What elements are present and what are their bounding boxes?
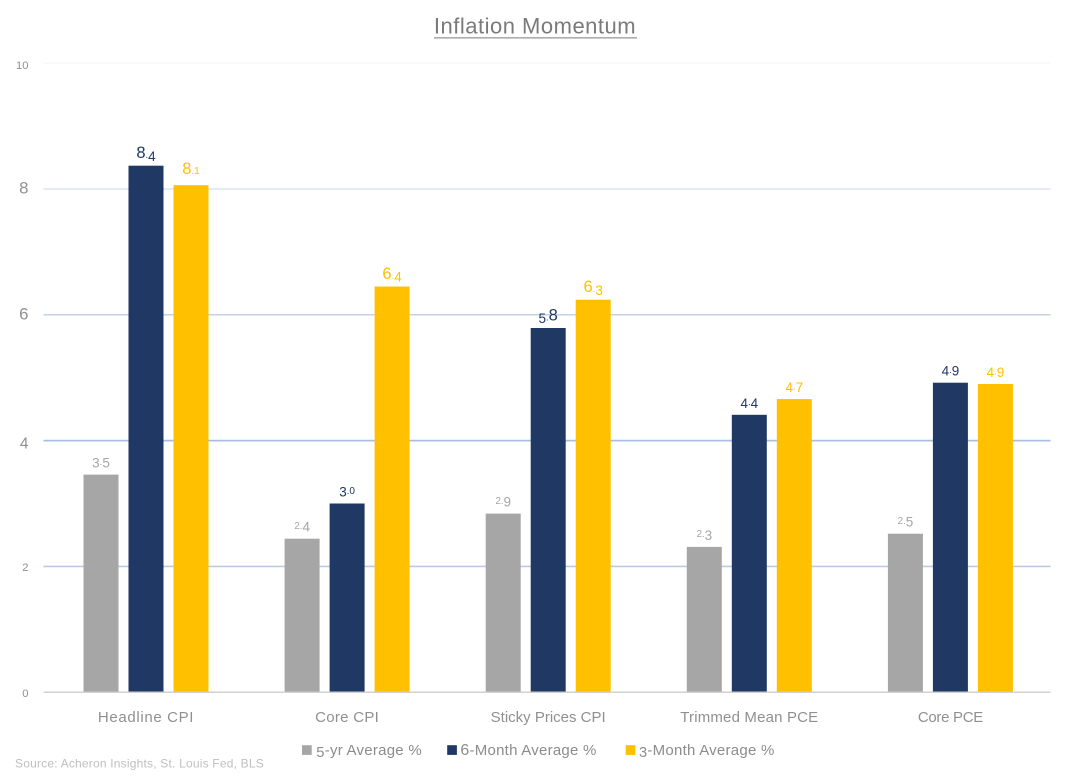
svg-text:8.1: 8.1 (182, 160, 200, 178)
svg-text:4.9: 4.9 (942, 364, 960, 379)
svg-text:3.0: 3.0 (339, 485, 355, 500)
svg-text:6.4: 6.4 (382, 265, 402, 285)
svg-text:5.8: 5.8 (539, 307, 558, 327)
svg-text:Headline CPI: Headline CPI (98, 709, 194, 726)
svg-text:5-yr Average %: 5-yr Average % (316, 742, 422, 761)
svg-text:Core CPI: Core CPI (315, 709, 379, 726)
svg-text:10: 10 (16, 60, 28, 72)
svg-text:2.9: 2.9 (495, 495, 511, 510)
svg-text:Core PCE: Core PCE (918, 709, 983, 726)
svg-text:2: 2 (22, 562, 28, 574)
svg-text:6: 6 (19, 304, 28, 323)
svg-text:Source: Acheron Insights, St.: Source: Acheron Insights, St. Louis Fed,… (15, 757, 264, 771)
svg-text:Sticky Prices CPI: Sticky Prices CPI (491, 709, 606, 726)
svg-text:2.3: 2.3 (696, 528, 712, 543)
svg-text:8.4: 8.4 (136, 144, 156, 164)
svg-text:2.5: 2.5 (898, 515, 914, 530)
svg-text:6-Month Average %: 6-Month Average % (460, 742, 596, 759)
svg-text:Inflation Momentum: Inflation Momentum (434, 14, 636, 39)
svg-text:4.7: 4.7 (785, 380, 803, 395)
svg-text:3.5: 3.5 (92, 456, 110, 471)
svg-text:4.4: 4.4 (740, 396, 758, 411)
svg-text:0: 0 (22, 688, 28, 700)
svg-text:2.4: 2.4 (294, 520, 310, 535)
svg-text:Trimmed Mean PCE: Trimmed Mean PCE (680, 709, 818, 726)
svg-text:3-Month Average %: 3-Month Average % (639, 742, 775, 761)
svg-text:6.3: 6.3 (584, 278, 603, 298)
svg-text:8: 8 (19, 179, 28, 198)
svg-text:4: 4 (20, 435, 29, 452)
svg-text:4.9: 4.9 (987, 365, 1005, 380)
